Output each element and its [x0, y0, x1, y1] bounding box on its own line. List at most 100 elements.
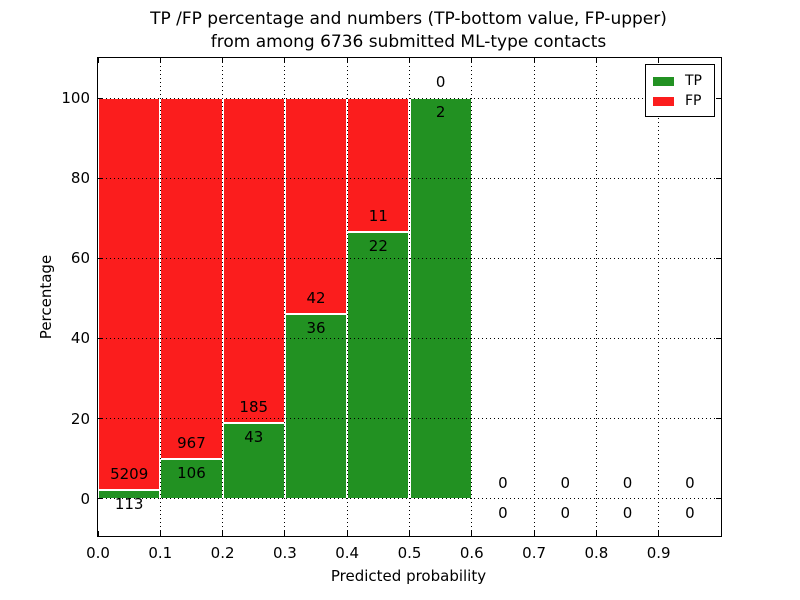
x-tickmark-bottom-0.2 — [222, 531, 224, 536]
chart-title: TP /FP percentage and numbers (TP-bottom… — [97, 8, 720, 54]
bar-segment-fp-0 — [98, 98, 161, 491]
y-tickmark-left-20 — [98, 418, 103, 420]
fp-count-label-1: 967 — [177, 434, 206, 453]
x-tickmark-top-0.8 — [595, 58, 597, 63]
chart-title-line1: TP /FP percentage and numbers (TP-bottom… — [150, 9, 667, 29]
x-tick-label-0.3: 0.3 — [272, 544, 297, 562]
tp-count-label-4: 22 — [368, 236, 388, 255]
gridline-x-0.6 — [471, 58, 473, 536]
legend-item-tp: TP — [653, 71, 706, 91]
gridline-y-80 — [98, 177, 721, 179]
x-tickmark-bottom-0.7 — [533, 531, 535, 536]
bar-segment-fp-3 — [284, 98, 348, 314]
bar-segment-tp-1 — [160, 459, 223, 499]
x-tickmark-top-0.7 — [533, 58, 535, 63]
chart-title-line2: from among 6736 submitted ML-type contac… — [210, 32, 607, 52]
x-tickmark-top-0.6 — [471, 58, 473, 63]
x-tickmark-bottom-0.8 — [595, 531, 597, 536]
gridline-y-0 — [98, 498, 721, 500]
plot-area: 5209 113 967 106 185 43 42 36 11 22 0 2 0 0 0 0 0 0 0 0 — [97, 57, 722, 537]
x-tickmark-top-0.2 — [222, 58, 224, 63]
gridline-x-0.9 — [658, 58, 660, 536]
gridline-x-0.4 — [346, 58, 348, 536]
fp-count-label-7: 0 — [560, 473, 571, 492]
y-tickmark-left-60 — [98, 257, 103, 259]
y-tick-label-40: 40 — [70, 329, 90, 348]
x-tick-label-0.2: 0.2 — [210, 544, 235, 562]
tp-count-label-0: 113 — [114, 495, 144, 514]
y-tickmark-left-100 — [98, 97, 103, 99]
x-tickmark-bottom-0.5 — [409, 531, 410, 536]
x-axis-label: Predicted probability — [330, 567, 487, 585]
legend-label-tp: TP — [685, 73, 702, 89]
gridline-x-0.5 — [409, 58, 410, 536]
y-tickmark-left-0 — [98, 498, 103, 500]
bar-segment-fp-1 — [160, 98, 223, 460]
y-tick-label-0: 0 — [80, 489, 90, 508]
tp-count-label-5: 2 — [435, 103, 446, 122]
y-tickmark-right-80 — [716, 177, 721, 179]
y-tickmark-left-80 — [98, 177, 103, 179]
x-tick-label-0.6: 0.6 — [459, 544, 484, 562]
bar-segment-fp-2 — [222, 98, 285, 424]
x-tickmark-bottom-0.0 — [97, 531, 99, 536]
x-tickmark-bottom-0.4 — [346, 531, 348, 536]
y-tickmark-right-60 — [716, 257, 721, 259]
fp-count-label-0: 5209 — [110, 465, 149, 484]
gridline-y-60 — [98, 257, 721, 259]
x-tickmark-top-0.0 — [97, 58, 99, 63]
fp-count-label-5: 0 — [435, 73, 446, 92]
tp-count-label-2: 43 — [244, 428, 264, 447]
x-tickmark-bottom-0.3 — [284, 531, 286, 536]
tp-count-label-1: 106 — [177, 464, 206, 483]
x-tickmark-top-0.9 — [658, 58, 660, 63]
gridline-y-40 — [98, 337, 721, 339]
gridline-x-0.8 — [595, 58, 597, 536]
x-tickmark-top-0.3 — [284, 58, 286, 63]
y-tick-label-60: 60 — [70, 249, 90, 268]
x-tick-label-0.5: 0.5 — [397, 544, 422, 562]
x-tick-label-0.7: 0.7 — [522, 544, 547, 562]
fp-count-label-8: 0 — [622, 473, 633, 492]
gridline-x-0.7 — [533, 58, 535, 536]
fp-count-label-2: 185 — [239, 398, 269, 417]
y-tick-label-20: 20 — [70, 409, 90, 428]
y-tickmark-right-40 — [716, 337, 721, 339]
tp-count-label-3: 36 — [306, 318, 326, 337]
tp-count-label-9: 0 — [685, 503, 695, 522]
x-tick-label-0.9: 0.9 — [646, 544, 671, 562]
x-tickmark-top-0.5 — [409, 58, 410, 63]
tp-count-label-6: 0 — [498, 503, 508, 522]
bar-segment-tp-5 — [409, 98, 472, 499]
legend-item-fp: FP — [653, 91, 706, 111]
bar-segment-tp-3 — [284, 313, 348, 499]
legend-swatch-0 — [653, 76, 674, 86]
gridline-y-20 — [98, 418, 721, 420]
fp-count-label-3: 42 — [306, 288, 326, 307]
gridline-x-0.2 — [222, 58, 224, 536]
x-tick-label-0.1: 0.1 — [148, 544, 173, 562]
y-tickmark-left-40 — [98, 337, 103, 339]
gridline-y-100 — [98, 97, 721, 99]
bar-segment-tp-2 — [222, 423, 285, 499]
x-tick-label-0.0: 0.0 — [86, 544, 110, 562]
gridline-x-0.1 — [159, 58, 161, 536]
x-tick-label-0.4: 0.4 — [335, 544, 360, 562]
y-tickmark-right-0 — [716, 498, 721, 500]
x-tickmark-top-0.1 — [159, 58, 161, 63]
x-tick-label-0.8: 0.8 — [584, 544, 609, 562]
legend-swatch-1 — [653, 96, 674, 106]
x-tickmark-top-0.4 — [346, 58, 348, 63]
legend: TP FP — [645, 64, 715, 117]
fp-count-label-6: 0 — [498, 473, 508, 492]
y-tick-label-100: 100 — [61, 89, 90, 108]
fp-count-label-4: 11 — [368, 206, 388, 225]
bar-segment-tp-4 — [347, 231, 410, 499]
x-tickmark-bottom-0.6 — [471, 531, 473, 536]
y-axis-label: Percentage — [37, 254, 55, 340]
y-tick-label-80: 80 — [70, 169, 90, 188]
fp-count-label-9: 0 — [685, 473, 695, 492]
legend-label-fp: FP — [685, 93, 702, 109]
tp-count-label-8: 0 — [622, 503, 633, 522]
